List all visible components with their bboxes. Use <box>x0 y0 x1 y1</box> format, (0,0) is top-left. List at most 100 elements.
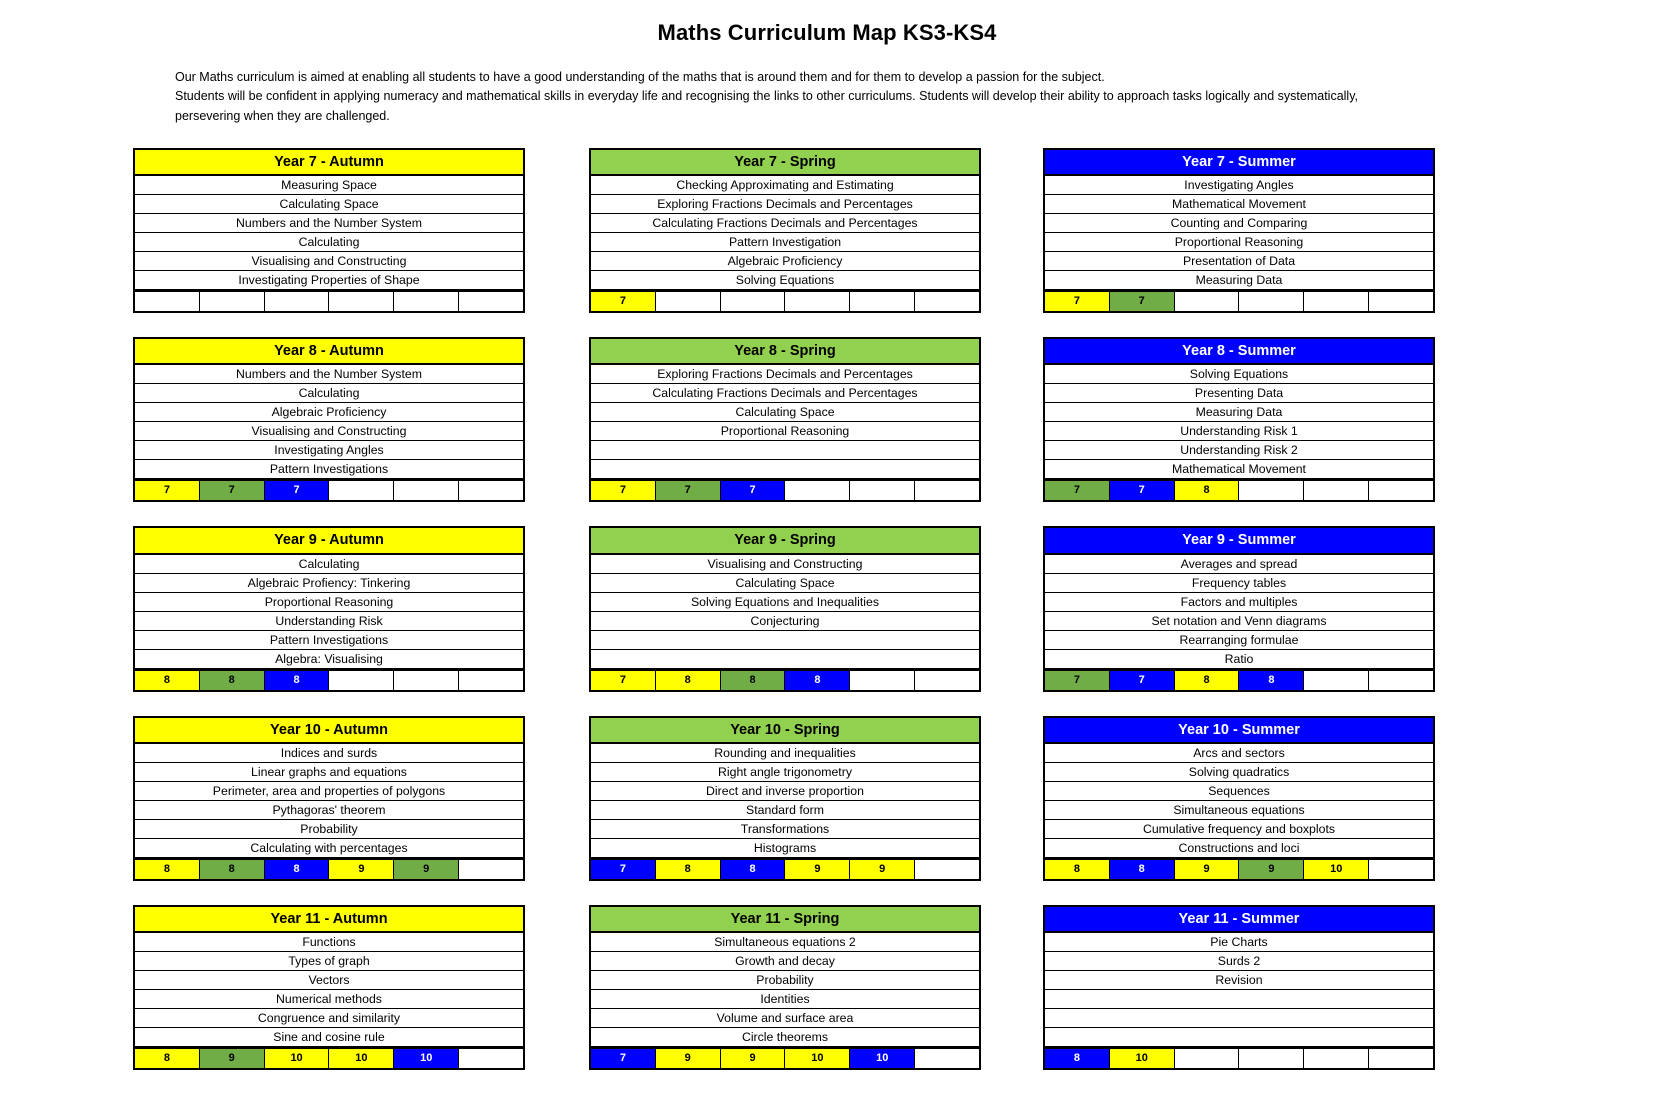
assessment-cell[interactable] <box>1239 292 1305 312</box>
assessment-cell[interactable] <box>1304 670 1370 690</box>
assessment-cell[interactable] <box>394 481 460 501</box>
assessment-cell[interactable] <box>1304 1048 1370 1068</box>
assessment-cell[interactable] <box>135 292 200 312</box>
assessment-cell[interactable] <box>459 670 523 690</box>
assessment-cell[interactable]: 7 <box>264 481 330 501</box>
assessment-cell[interactable]: 7 <box>591 292 656 312</box>
assessment-cell[interactable]: 8 <box>655 670 721 690</box>
assessment-cell[interactable] <box>915 859 979 879</box>
assessment-cell[interactable]: 8 <box>655 859 721 879</box>
assessment-cell[interactable] <box>1304 292 1370 312</box>
assessment-cell[interactable] <box>915 292 979 312</box>
assessment-cell[interactable]: 10 <box>785 1048 851 1068</box>
term-block[interactable]: Year 10 - Spring Rounding and inequalitie… <box>589 715 981 881</box>
assessment-cell[interactable]: 10 <box>264 1048 330 1068</box>
term-block[interactable]: Year 8 - Summer Solving Equations Presenti… <box>1043 337 1435 503</box>
assessment-cell[interactable]: 7 <box>1045 670 1110 690</box>
assessment-cell[interactable]: 7 <box>591 670 656 690</box>
assessment-cell[interactable] <box>329 481 395 501</box>
assessment-cell[interactable]: 7 <box>199 481 265 501</box>
assessment-cell[interactable]: 8 <box>720 670 786 690</box>
assessment-cell[interactable] <box>915 481 979 501</box>
term-block[interactable]: Year 7 - Spring Checking Approximating an… <box>589 148 981 314</box>
assessment-cell[interactable]: 8 <box>199 670 265 690</box>
assessment-cell[interactable] <box>850 292 916 312</box>
assessment-cell[interactable] <box>1174 292 1240 312</box>
term-block[interactable]: Year 7 - Autumn Measuring Space Calculatin… <box>133 148 525 314</box>
assessment-cell[interactable]: 7 <box>591 481 656 501</box>
term-block[interactable]: Year 10 - Autumn Indices and surds Linear … <box>133 715 525 881</box>
assessment-cell[interactable]: 10 <box>329 1048 395 1068</box>
assessment-cell[interactable]: 8 <box>1045 859 1110 879</box>
assessment-cell[interactable] <box>720 292 786 312</box>
assessment-cell[interactable]: 8 <box>264 859 330 879</box>
assessment-cell[interactable]: 9 <box>1239 859 1305 879</box>
assessment-cell[interactable]: 7 <box>720 481 786 501</box>
assessment-cell[interactable] <box>850 481 916 501</box>
assessment-cell[interactable]: 9 <box>394 859 460 879</box>
assessment-cell[interactable]: 8 <box>199 859 265 879</box>
term-block[interactable]: Year 11 - Summer Pie Charts Surds 2 Revisio… <box>1043 904 1435 1070</box>
assessment-cell[interactable] <box>1369 859 1433 879</box>
assessment-cell[interactable] <box>329 670 395 690</box>
term-block[interactable]: Year 11 - Autumn Functions Types of graph V… <box>133 904 525 1070</box>
assessment-cell[interactable]: 9 <box>329 859 395 879</box>
assessment-cell[interactable] <box>394 292 460 312</box>
assessment-cell[interactable] <box>1239 1048 1305 1068</box>
assessment-cell[interactable]: 7 <box>1109 670 1175 690</box>
assessment-cell[interactable] <box>264 292 330 312</box>
assessment-cell[interactable]: 9 <box>850 859 916 879</box>
assessment-cell[interactable]: 8 <box>1174 481 1240 501</box>
assessment-cell[interactable]: 9 <box>1174 859 1240 879</box>
assessment-cell[interactable]: 10 <box>1109 1048 1175 1068</box>
assessment-cell[interactable]: 7 <box>1109 481 1175 501</box>
assessment-cell[interactable]: 8 <box>135 670 200 690</box>
assessment-cell[interactable]: 10 <box>394 1048 460 1068</box>
assessment-cell[interactable]: 9 <box>720 1048 786 1068</box>
assessment-cell[interactable] <box>329 292 395 312</box>
assessment-cell[interactable]: 10 <box>850 1048 916 1068</box>
assessment-cell[interactable]: 7 <box>1109 292 1175 312</box>
assessment-cell[interactable]: 7 <box>135 481 200 501</box>
assessment-cell[interactable] <box>915 670 979 690</box>
assessment-cell[interactable] <box>459 292 523 312</box>
assessment-cell[interactable]: 7 <box>1045 292 1110 312</box>
term-block[interactable]: Year 8 - Spring Exploring Fractions Decim… <box>589 337 981 503</box>
assessment-cell[interactable] <box>785 292 851 312</box>
assessment-cell[interactable]: 8 <box>1045 1048 1110 1068</box>
assessment-cell[interactable] <box>655 292 721 312</box>
term-block[interactable]: Year 7 - Summer Investigating Angles Mathe… <box>1043 148 1435 314</box>
assessment-cell[interactable]: 7 <box>1045 481 1110 501</box>
assessment-cell[interactable]: 9 <box>785 859 851 879</box>
assessment-cell[interactable] <box>394 670 460 690</box>
assessment-cell[interactable]: 9 <box>655 1048 721 1068</box>
assessment-cell[interactable]: 8 <box>135 1048 200 1068</box>
assessment-cell[interactable] <box>1369 292 1433 312</box>
assessment-cell[interactable] <box>1369 481 1433 501</box>
term-block[interactable]: Year 9 - Summer Averages and spread Freque… <box>1043 526 1435 692</box>
assessment-cell[interactable] <box>1239 481 1305 501</box>
assessment-cell[interactable]: 8 <box>1174 670 1240 690</box>
assessment-cell[interactable]: 10 <box>1304 859 1370 879</box>
assessment-cell[interactable]: 8 <box>720 859 786 879</box>
term-block[interactable]: Year 9 - Autumn Calculating Algebraic Prof… <box>133 526 525 692</box>
assessment-cell[interactable] <box>1369 670 1433 690</box>
assessment-cell[interactable]: 8 <box>1109 859 1175 879</box>
assessment-cell[interactable]: 7 <box>655 481 721 501</box>
assessment-cell[interactable] <box>785 481 851 501</box>
assessment-cell[interactable]: 7 <box>591 1048 656 1068</box>
assessment-cell[interactable] <box>199 292 265 312</box>
assessment-cell[interactable] <box>1304 481 1370 501</box>
assessment-cell[interactable]: 8 <box>785 670 851 690</box>
term-block[interactable]: Year 10 - Summer Arcs and sectors Solving … <box>1043 715 1435 881</box>
term-block[interactable]: Year 11 - Spring Simultaneous equations 2… <box>589 904 981 1070</box>
term-block[interactable]: Year 8 - Autumn Numbers and the Number Sy… <box>133 337 525 503</box>
assessment-cell[interactable] <box>459 1048 523 1068</box>
assessment-cell[interactable]: 8 <box>135 859 200 879</box>
assessment-cell[interactable]: 7 <box>591 859 656 879</box>
assessment-cell[interactable] <box>915 1048 979 1068</box>
assessment-cell[interactable]: 9 <box>199 1048 265 1068</box>
assessment-cell[interactable] <box>459 481 523 501</box>
assessment-cell[interactable]: 8 <box>264 670 330 690</box>
term-block[interactable]: Year 9 - Spring Visualising and Construct… <box>589 526 981 692</box>
